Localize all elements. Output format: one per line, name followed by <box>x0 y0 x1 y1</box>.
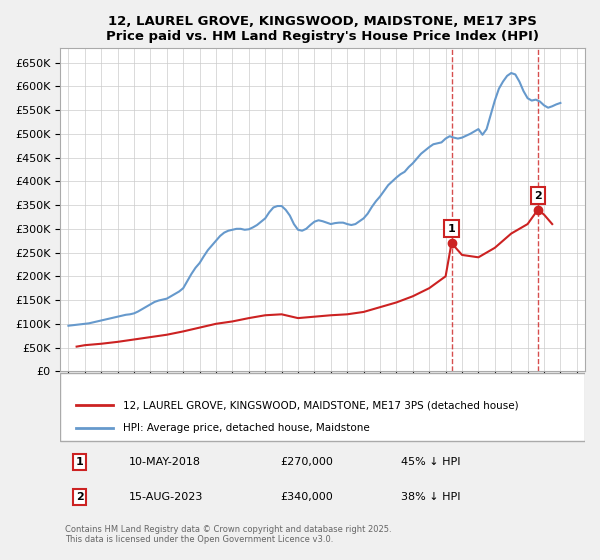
Text: 38% ↓ HPI: 38% ↓ HPI <box>401 492 461 502</box>
Text: 2: 2 <box>76 492 84 502</box>
Text: 45% ↓ HPI: 45% ↓ HPI <box>401 457 461 466</box>
Title: 12, LAUREL GROVE, KINGSWOOD, MAIDSTONE, ME17 3PS
Price paid vs. HM Land Registry: 12, LAUREL GROVE, KINGSWOOD, MAIDSTONE, … <box>106 15 539 43</box>
Text: £270,000: £270,000 <box>281 457 334 466</box>
Text: £340,000: £340,000 <box>281 492 334 502</box>
Text: 15-AUG-2023: 15-AUG-2023 <box>128 492 203 502</box>
Text: 1: 1 <box>448 224 455 234</box>
Text: 2: 2 <box>534 190 542 200</box>
Text: 10-MAY-2018: 10-MAY-2018 <box>128 457 200 466</box>
Text: HPI: Average price, detached house, Maidstone: HPI: Average price, detached house, Maid… <box>123 423 370 433</box>
FancyBboxPatch shape <box>60 373 585 441</box>
Text: 1: 1 <box>76 457 84 466</box>
Text: 12, LAUREL GROVE, KINGSWOOD, MAIDSTONE, ME17 3PS (detached house): 12, LAUREL GROVE, KINGSWOOD, MAIDSTONE, … <box>123 400 519 410</box>
Text: Contains HM Land Registry data © Crown copyright and database right 2025.
This d: Contains HM Land Registry data © Crown c… <box>65 525 392 544</box>
